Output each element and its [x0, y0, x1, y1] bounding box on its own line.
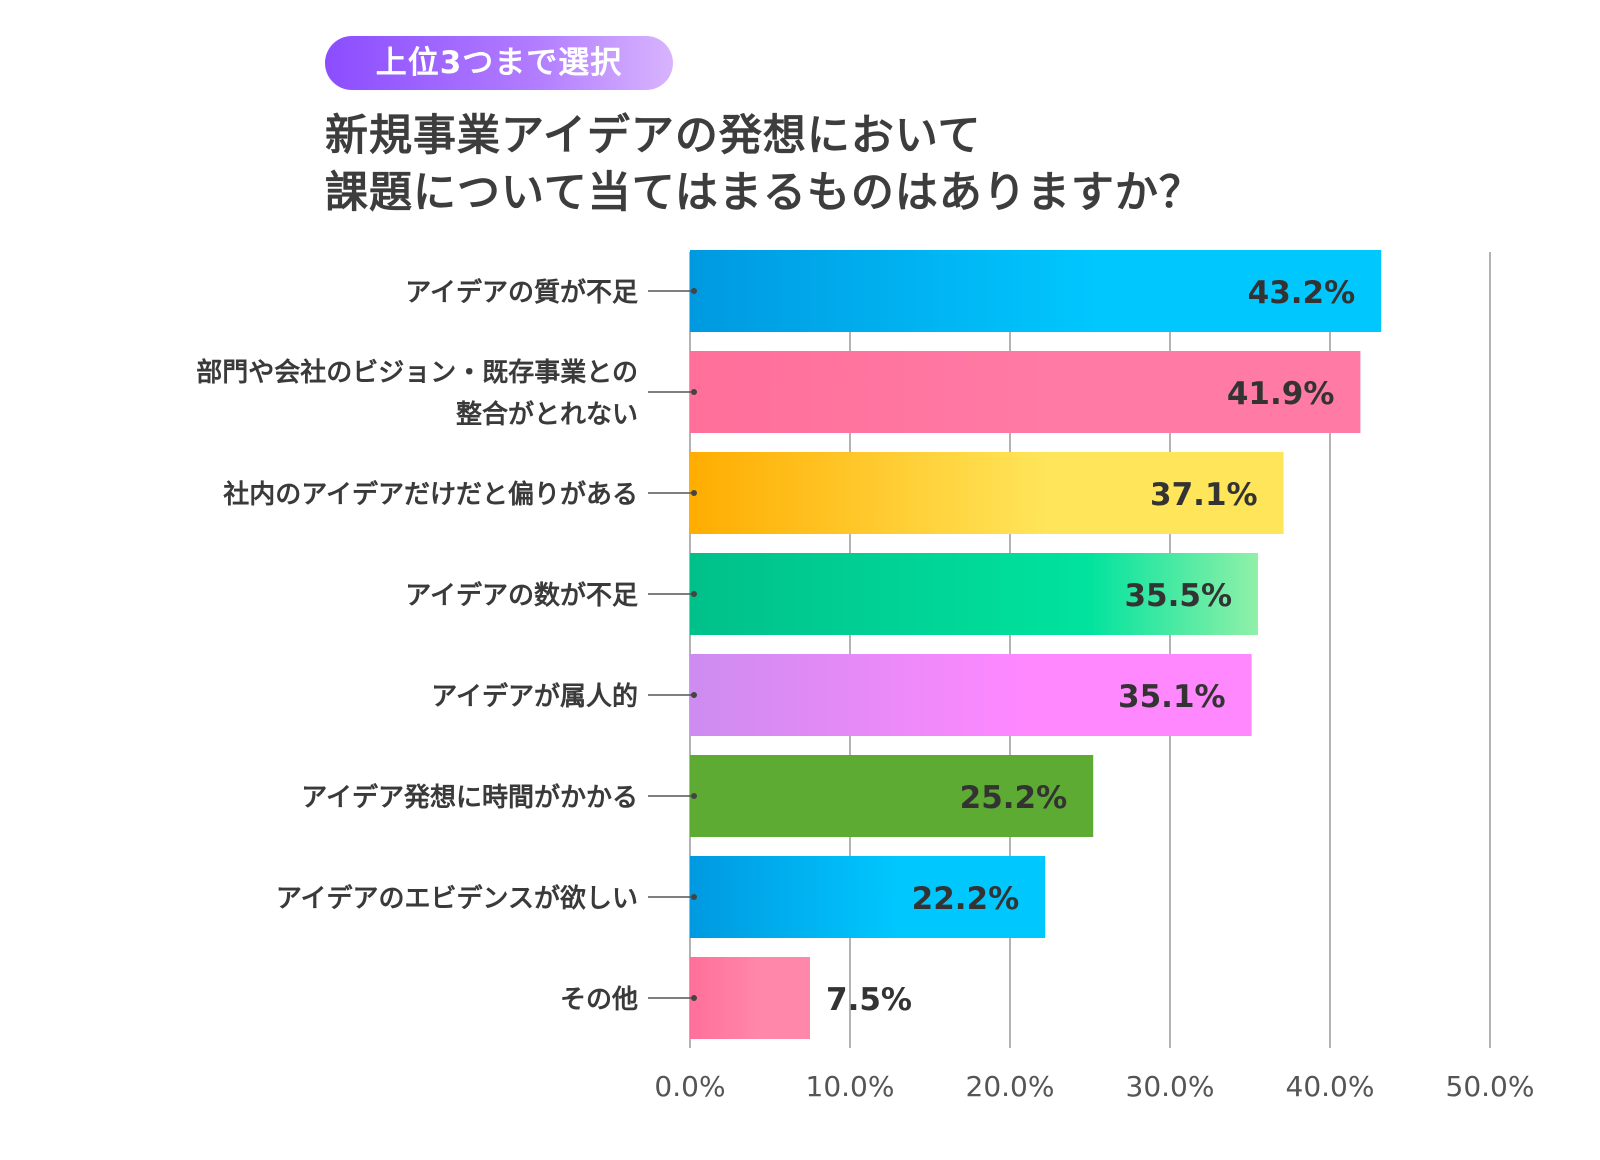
bar-value-label: 41.9% — [1227, 376, 1335, 412]
x-tick-label: 0.0% — [654, 1070, 725, 1103]
label-leader-dot — [691, 591, 697, 597]
chart-title-line-2: 課題について当てはまるものはありますか？ — [325, 168, 1203, 218]
label-leader-dot — [691, 894, 697, 900]
category-label: アイデア発想に時間がかかる — [301, 782, 638, 813]
category-label: アイデアのエビデンスが欲しい — [276, 883, 638, 914]
x-tick-label: 40.0% — [1286, 1070, 1375, 1103]
label-leader-dot — [691, 692, 697, 698]
label-leader-dot — [691, 389, 697, 395]
bar-3 — [690, 452, 1284, 534]
bar-value-label: 35.1% — [1118, 679, 1226, 715]
bar-value-label: 22.2% — [912, 881, 1020, 917]
bar-value-label: 7.5% — [826, 982, 912, 1018]
x-tick-label: 30.0% — [1126, 1070, 1215, 1103]
bar-value-label: 43.2% — [1248, 275, 1356, 311]
category-label: その他 — [560, 985, 638, 1015]
bar-8 — [690, 957, 810, 1039]
bar-4 — [690, 553, 1258, 635]
bar-value-label: 37.1% — [1150, 477, 1258, 513]
x-tick-label: 10.0% — [806, 1070, 895, 1103]
category-label: 整合がとれない — [456, 399, 638, 430]
bar-6 — [690, 755, 1094, 837]
bar-value-label: 25.2% — [960, 780, 1068, 816]
selection-note-badge: 上位3つまで選択 — [325, 36, 673, 90]
bar-1 — [690, 250, 1382, 332]
label-leader-dot — [691, 793, 697, 799]
x-axis-ticks: 0.0% 10.0% 20.0% 30.0% 40.0% 50.0% — [654, 1070, 1534, 1103]
x-tick-label: 50.0% — [1446, 1070, 1535, 1103]
label-leader-dot — [691, 995, 697, 1001]
label-leader-dot — [691, 490, 697, 496]
bars: 43.2% 41.9% 37.1% 35.5% 35.1% 25.2% 22.2% 7.5% — [690, 250, 1382, 1039]
category-label: アイデアの数が不足 — [405, 580, 638, 611]
bar-2 — [690, 351, 1361, 433]
category-label: 社内のアイデアだけだと偏りがある — [223, 479, 638, 510]
category-label: アイデアの質が不足 — [405, 277, 638, 308]
category-labels: アイデアの質が不足部門や会社のビジョン・既存事業との整合がとれない社内のアイデア… — [196, 277, 697, 1015]
chart-title-line-1: 新規事業アイデアの発想において — [325, 111, 982, 161]
bar-value-label: 35.5% — [1124, 578, 1232, 614]
category-label: アイデアが属人的 — [431, 681, 638, 712]
bar-5 — [690, 654, 1252, 736]
chart-title: 新規事業アイデアの発想において 課題について当てはまるものはありますか？ — [325, 108, 1203, 222]
x-tick-label: 20.0% — [966, 1070, 1055, 1103]
label-leader-dot — [691, 288, 697, 294]
bar-7 — [690, 856, 1046, 938]
category-label: 部門や会社のビジョン・既存事業との — [196, 357, 638, 388]
